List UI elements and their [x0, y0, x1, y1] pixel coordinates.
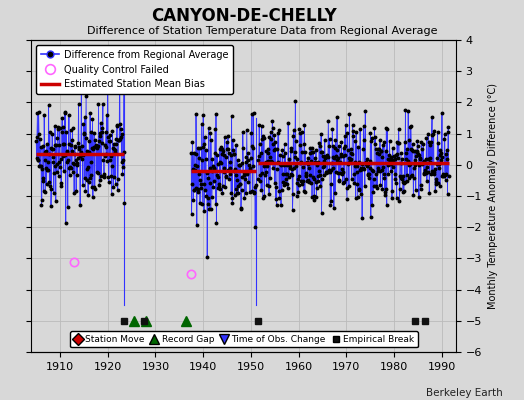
- Y-axis label: Monthly Temperature Anomaly Difference (°C): Monthly Temperature Anomaly Difference (…: [488, 83, 498, 309]
- Title: CANYON-DE-CHELLY: CANYON-DE-CHELLY: [151, 6, 336, 24]
- Legend: Station Move, Record Gap, Time of Obs. Change, Empirical Break: Station Move, Record Gap, Time of Obs. C…: [70, 331, 418, 348]
- Text: Berkeley Earth: Berkeley Earth: [427, 388, 503, 398]
- Text: Difference of Station Temperature Data from Regional Average: Difference of Station Temperature Data f…: [87, 26, 437, 36]
